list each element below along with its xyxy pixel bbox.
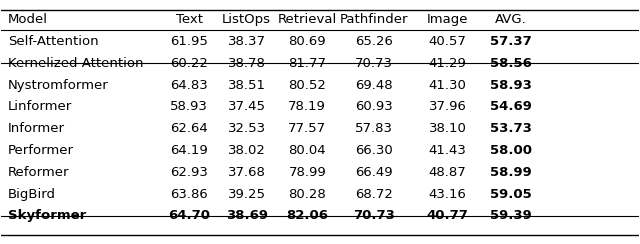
Text: Informer: Informer [8, 122, 65, 135]
Text: 38.37: 38.37 [228, 35, 266, 48]
Text: 64.83: 64.83 [170, 79, 208, 92]
Text: 39.25: 39.25 [228, 188, 266, 201]
Text: 58.00: 58.00 [490, 144, 532, 157]
Text: Kernelized Attention: Kernelized Attention [8, 57, 143, 70]
Text: 78.99: 78.99 [289, 166, 326, 179]
Text: 38.10: 38.10 [429, 122, 467, 135]
Text: 80.28: 80.28 [289, 188, 326, 201]
Text: 62.64: 62.64 [170, 122, 208, 135]
Text: 64.70: 64.70 [168, 209, 211, 223]
Text: 43.16: 43.16 [429, 188, 467, 201]
Text: 48.87: 48.87 [429, 166, 467, 179]
Text: Linformer: Linformer [8, 100, 72, 113]
Text: 58.93: 58.93 [170, 100, 208, 113]
Text: Skyformer: Skyformer [8, 209, 86, 223]
Text: 77.57: 77.57 [288, 122, 326, 135]
Text: 58.93: 58.93 [490, 79, 532, 92]
Text: 57.83: 57.83 [355, 122, 393, 135]
Text: 58.56: 58.56 [490, 57, 532, 70]
Text: 53.73: 53.73 [490, 122, 532, 135]
Text: 61.95: 61.95 [170, 35, 208, 48]
Text: 69.48: 69.48 [355, 79, 393, 92]
Text: 65.26: 65.26 [355, 35, 393, 48]
Text: 60.93: 60.93 [355, 100, 393, 113]
Text: 70.73: 70.73 [355, 57, 393, 70]
Text: Retrieval: Retrieval [278, 13, 337, 26]
Text: 40.77: 40.77 [426, 209, 468, 223]
Text: Image: Image [427, 13, 468, 26]
Text: 62.93: 62.93 [170, 166, 208, 179]
Text: 37.68: 37.68 [228, 166, 266, 179]
Text: 59.05: 59.05 [490, 188, 532, 201]
Text: 82.06: 82.06 [286, 209, 328, 223]
Text: 37.96: 37.96 [429, 100, 467, 113]
Text: 63.86: 63.86 [170, 188, 208, 201]
Text: Model: Model [8, 13, 48, 26]
Text: 60.22: 60.22 [170, 57, 208, 70]
Text: 38.51: 38.51 [228, 79, 266, 92]
Text: 41.30: 41.30 [429, 79, 467, 92]
Text: Nystromformer: Nystromformer [8, 79, 109, 92]
Text: BigBird: BigBird [8, 188, 56, 201]
Text: 40.57: 40.57 [429, 35, 467, 48]
Text: 64.19: 64.19 [170, 144, 208, 157]
Text: 41.43: 41.43 [429, 144, 467, 157]
Text: ListOps: ListOps [222, 13, 271, 26]
Text: Pathfinder: Pathfinder [340, 13, 408, 26]
Text: 58.99: 58.99 [490, 166, 532, 179]
Text: 66.49: 66.49 [355, 166, 393, 179]
Text: 32.53: 32.53 [228, 122, 266, 135]
Text: 81.77: 81.77 [288, 57, 326, 70]
Text: 57.37: 57.37 [490, 35, 532, 48]
Text: 66.30: 66.30 [355, 144, 393, 157]
Text: 70.73: 70.73 [353, 209, 395, 223]
Text: Performer: Performer [8, 144, 74, 157]
Text: Reformer: Reformer [8, 166, 69, 179]
Text: 59.39: 59.39 [490, 209, 532, 223]
Text: 68.72: 68.72 [355, 188, 393, 201]
Text: 41.29: 41.29 [429, 57, 467, 70]
Text: 38.69: 38.69 [226, 209, 268, 223]
Text: AVG.: AVG. [495, 13, 527, 26]
Text: 80.52: 80.52 [288, 79, 326, 92]
Text: 38.02: 38.02 [228, 144, 266, 157]
Text: 38.78: 38.78 [228, 57, 266, 70]
Text: Text: Text [176, 13, 203, 26]
Text: 37.45: 37.45 [228, 100, 266, 113]
Text: 80.69: 80.69 [289, 35, 326, 48]
Text: Self-Attention: Self-Attention [8, 35, 99, 48]
Text: 78.19: 78.19 [288, 100, 326, 113]
Text: 54.69: 54.69 [490, 100, 532, 113]
Text: 80.04: 80.04 [289, 144, 326, 157]
